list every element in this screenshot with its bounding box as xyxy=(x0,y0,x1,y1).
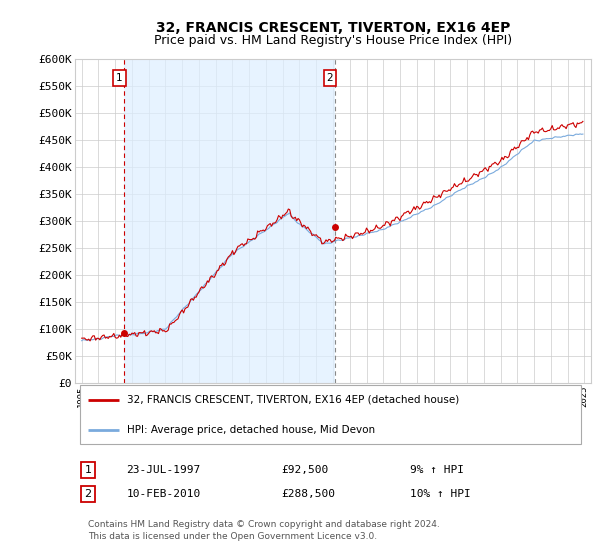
Text: 2: 2 xyxy=(85,489,91,499)
Bar xyxy=(124,59,335,383)
Text: Price paid vs. HM Land Registry's House Price Index (HPI): Price paid vs. HM Land Registry's House … xyxy=(154,34,512,46)
Text: 10% ↑ HPI: 10% ↑ HPI xyxy=(410,489,471,499)
Text: £92,500: £92,500 xyxy=(281,465,329,475)
Text: 23-JUL-1997: 23-JUL-1997 xyxy=(127,465,201,475)
Text: 32, FRANCIS CRESCENT, TIVERTON, EX16 4EP (detached house): 32, FRANCIS CRESCENT, TIVERTON, EX16 4EP… xyxy=(127,394,459,404)
Text: 2: 2 xyxy=(326,73,333,83)
Text: 10-FEB-2010: 10-FEB-2010 xyxy=(127,489,201,499)
Text: HPI: Average price, detached house, Mid Devon: HPI: Average price, detached house, Mid … xyxy=(127,425,375,435)
Text: 1: 1 xyxy=(116,73,123,83)
Text: 32, FRANCIS CRESCENT, TIVERTON, EX16 4EP: 32, FRANCIS CRESCENT, TIVERTON, EX16 4EP xyxy=(156,21,510,35)
Text: £288,500: £288,500 xyxy=(281,489,335,499)
Text: Contains HM Land Registry data © Crown copyright and database right 2024.
This d: Contains HM Land Registry data © Crown c… xyxy=(88,520,440,542)
Text: 1: 1 xyxy=(85,465,91,475)
Text: 9% ↑ HPI: 9% ↑ HPI xyxy=(410,465,464,475)
FancyBboxPatch shape xyxy=(80,385,581,445)
